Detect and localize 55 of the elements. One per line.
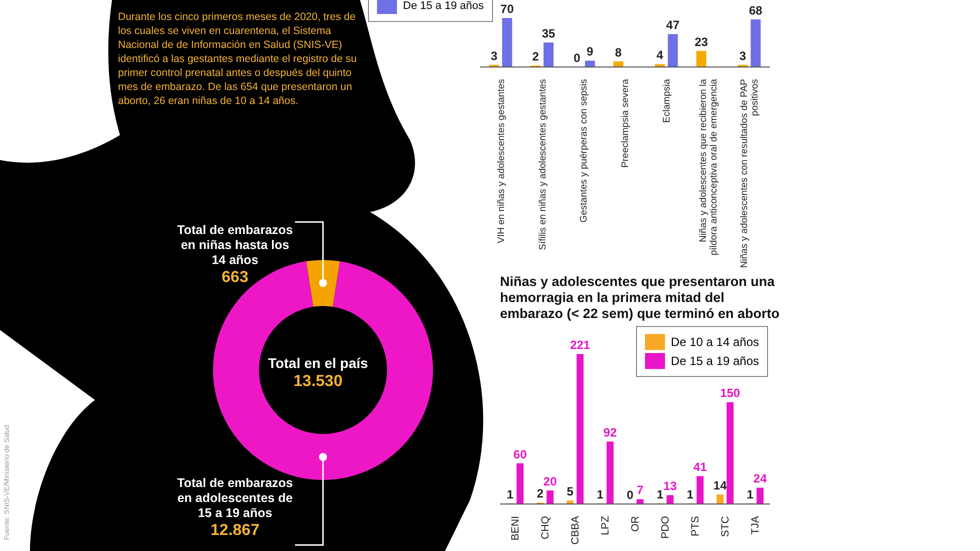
data-label: 221: [570, 338, 590, 352]
x-tick-label: CBBA: [570, 516, 582, 545]
x-tick-label: BENI: [510, 516, 522, 541]
data-label: 47: [666, 18, 680, 32]
data-label: 68: [749, 3, 763, 18]
data-label: 5: [566, 484, 574, 499]
data-label: 0: [574, 51, 581, 65]
x-tick-label: PDO: [660, 516, 672, 539]
x-tick-label: Sífilis en niñas y adolescentes gestantes: [537, 78, 548, 250]
legend-label: De 10 a 14 años: [670, 335, 759, 349]
text: Total en el país: [266, 355, 370, 371]
text: 13.530: [292, 373, 344, 391]
chart-title: Niñas y adolescentes que presentaron una hemorragia en la primera mitad del embarazo (< 22 sem) que terminó en aborto: [500, 274, 780, 322]
data-label: 2: [536, 486, 544, 501]
x-tick-label: Preeclampsia severa: [620, 78, 632, 168]
data-label: 4: [656, 48, 664, 62]
x-tick-label: Gestantes y puérperas con sepsis: [578, 78, 590, 223]
data-label: 2: [532, 50, 540, 64]
x-tick-label: LPZ: [600, 515, 612, 536]
data-label: 60: [513, 447, 528, 462]
data-label: 1: [596, 487, 604, 502]
data-label: 0: [626, 488, 634, 502]
data-label: 3: [739, 48, 746, 63]
x-tick-label: VIH en niñas y adolescentes gestantes: [496, 78, 507, 244]
text: Durante los cinco primeros meses de 2020, tres de los cuales se viven en cuarentena, el Sistema Nacional de de Información en Salud (SNIS-VE) identificó a las gestantes mediante el registro de su primer control prenatal antes o después del quinto mes de embarazo. De las 654 que presentaron un aborto, 26 eran niñas de 10 a 14 años.: [118, 10, 358, 108]
x-tick-label: OR: [630, 516, 642, 532]
data-label: 1: [506, 487, 514, 502]
x-tick-label: Niñas y adolescentes que recibieron la píldora anticonceptiva oral de emergencia: [698, 78, 720, 256]
data-label: 35: [542, 26, 556, 40]
x-tick-label: Eclampsia: [662, 78, 673, 123]
data-label: 13: [663, 479, 678, 494]
data-label: 9: [586, 44, 594, 59]
data-label: 92: [603, 426, 618, 440]
data-label: 24: [753, 472, 768, 486]
data-label: 3: [490, 48, 498, 63]
slice-label: Total de embarazos en adolescentes de 15 a 19 años: [177, 476, 293, 520]
data-label: 20: [543, 474, 558, 488]
data-label: 1: [746, 487, 754, 502]
legend-label: De 15 a 19 años: [403, 0, 484, 12]
x-tick-label: CHQ: [540, 516, 552, 540]
x-tick-label: STC: [720, 516, 732, 537]
slice-label: Total de embarazos en niñas hasta los 14 años: [177, 223, 293, 267]
data-label: 7: [636, 483, 644, 498]
legend-label: De 15 a 19 años: [670, 354, 759, 368]
data-label: 1: [656, 487, 664, 502]
x-tick-label: TJA: [750, 516, 762, 535]
x-tick-label: PTS: [690, 516, 702, 536]
data-label: 70: [500, 2, 514, 16]
data-label: 1: [686, 487, 694, 502]
data-label: 663: [222, 269, 248, 286]
data-label: 8: [615, 45, 622, 60]
data-label: 12.867: [210, 522, 260, 539]
data-label: 150: [720, 386, 740, 400]
data-label: 23: [694, 34, 708, 49]
data-label: 41: [693, 460, 708, 474]
